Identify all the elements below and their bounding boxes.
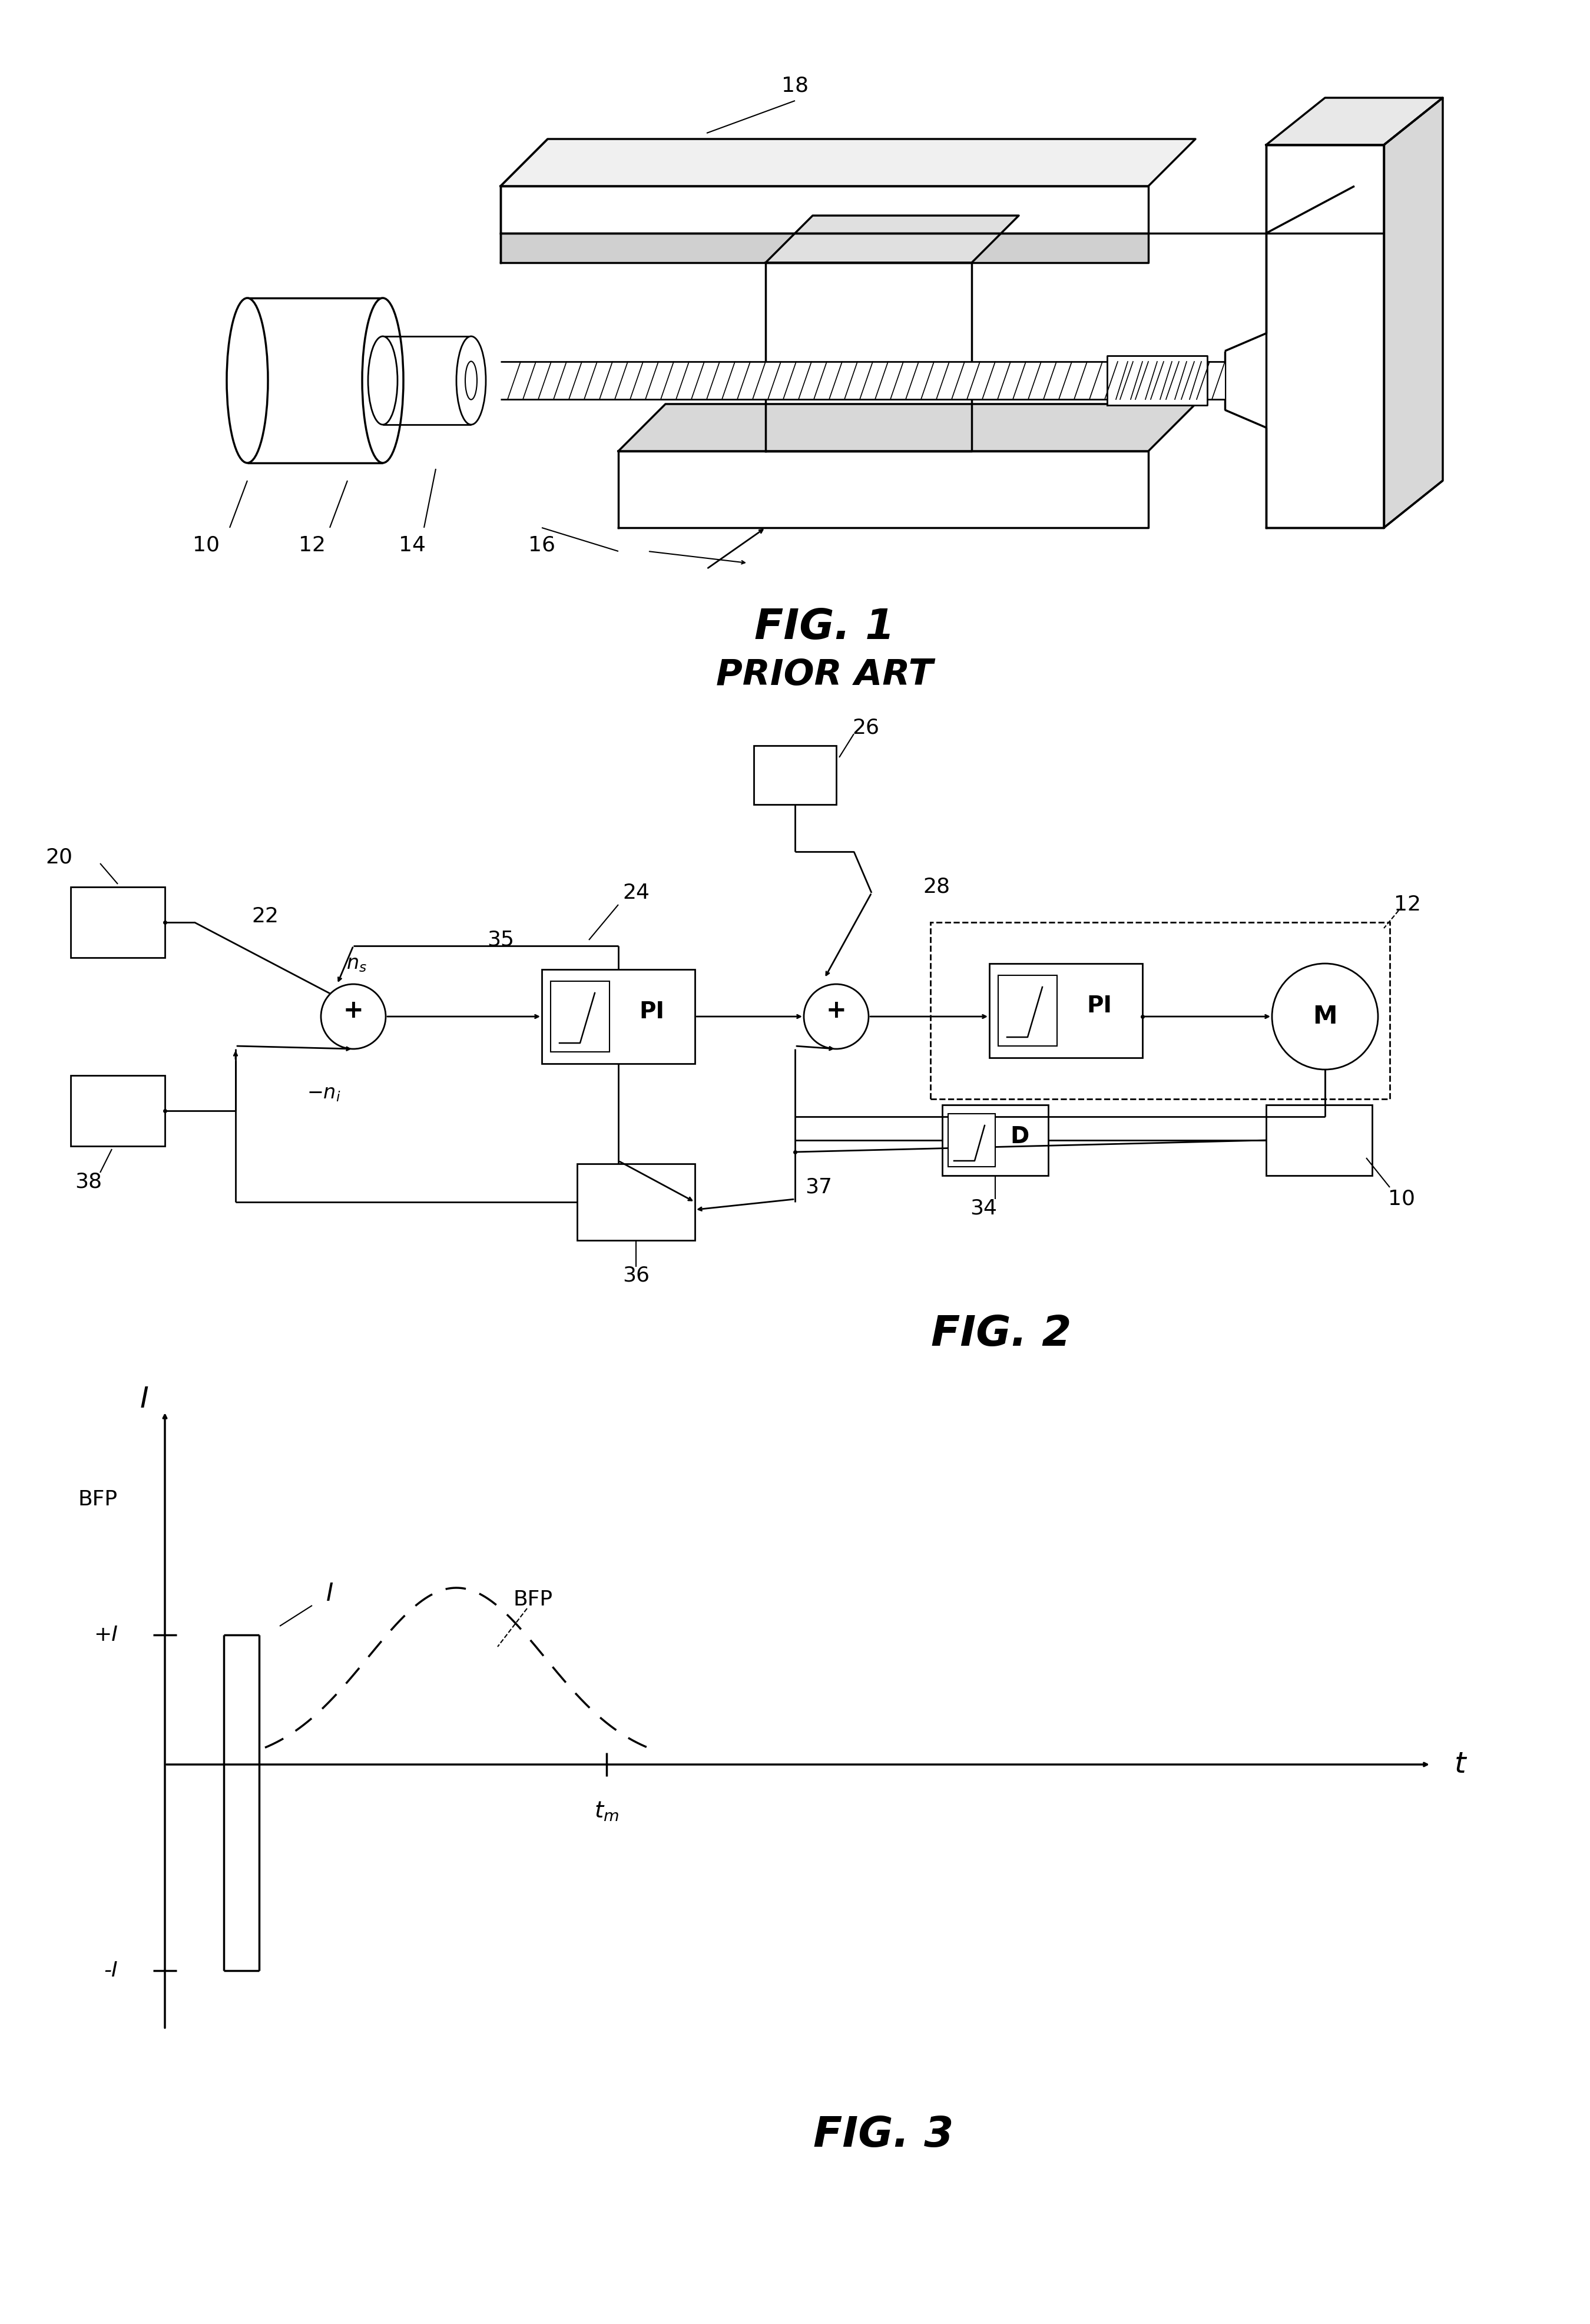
Polygon shape xyxy=(1266,144,1383,528)
Text: $-n_i$: $-n_i$ xyxy=(307,1083,340,1104)
Text: 36: 36 xyxy=(622,1267,650,1285)
Text: 34: 34 xyxy=(970,1197,997,1218)
Polygon shape xyxy=(1107,356,1207,404)
Text: D: D xyxy=(1010,1125,1029,1148)
Ellipse shape xyxy=(367,337,398,425)
Bar xyxy=(754,746,836,804)
Text: 38: 38 xyxy=(75,1171,102,1192)
Text: 14: 14 xyxy=(399,535,426,555)
Polygon shape xyxy=(501,186,1148,232)
Text: 12: 12 xyxy=(1394,895,1421,916)
Polygon shape xyxy=(1383,98,1442,528)
Bar xyxy=(930,923,1390,1099)
Text: FIG. 3: FIG. 3 xyxy=(812,2115,954,2157)
Text: PRIOR ART: PRIOR ART xyxy=(716,658,933,693)
Polygon shape xyxy=(501,139,1196,186)
Circle shape xyxy=(805,983,868,1048)
Bar xyxy=(550,981,609,1053)
Text: 16: 16 xyxy=(528,535,555,555)
Text: 10: 10 xyxy=(1388,1190,1415,1208)
Bar xyxy=(542,969,695,1064)
Polygon shape xyxy=(1266,98,1442,144)
Text: BFP: BFP xyxy=(78,1490,118,1511)
Text: PI: PI xyxy=(639,1002,665,1023)
Text: 18: 18 xyxy=(781,77,809,95)
Bar xyxy=(989,964,1143,1057)
Text: 28: 28 xyxy=(922,876,949,897)
Polygon shape xyxy=(501,232,1148,263)
Text: 26: 26 xyxy=(852,718,879,739)
Text: I: I xyxy=(326,1580,334,1606)
Text: t: t xyxy=(1455,1750,1466,1778)
Text: 35: 35 xyxy=(487,930,514,951)
Text: 10: 10 xyxy=(192,535,219,555)
Ellipse shape xyxy=(456,337,487,425)
Text: $t_m$: $t_m$ xyxy=(595,1801,619,1822)
Bar xyxy=(501,363,1224,400)
Bar xyxy=(999,976,1057,1046)
Ellipse shape xyxy=(227,297,269,462)
Circle shape xyxy=(321,983,386,1048)
Bar xyxy=(577,1164,695,1241)
Text: I: I xyxy=(140,1385,148,1413)
Text: FIG. 2: FIG. 2 xyxy=(930,1315,1072,1355)
Bar xyxy=(1266,1104,1372,1176)
Text: 37: 37 xyxy=(805,1178,832,1197)
Polygon shape xyxy=(765,263,971,451)
Polygon shape xyxy=(765,216,1019,263)
Text: +I: +I xyxy=(94,1624,118,1645)
Polygon shape xyxy=(619,451,1148,528)
Bar xyxy=(948,1113,995,1167)
Text: 24: 24 xyxy=(622,883,650,902)
Ellipse shape xyxy=(466,360,477,400)
Text: FIG. 1: FIG. 1 xyxy=(754,607,895,648)
Text: BFP: BFP xyxy=(514,1590,553,1611)
Text: PI: PI xyxy=(1088,995,1113,1018)
Text: 22: 22 xyxy=(251,906,278,927)
Bar xyxy=(943,1104,1048,1176)
Circle shape xyxy=(1272,964,1379,1069)
Ellipse shape xyxy=(363,297,404,462)
Polygon shape xyxy=(619,404,1196,451)
Text: 12: 12 xyxy=(299,535,326,555)
Text: $n_s$: $n_s$ xyxy=(347,953,367,974)
Bar xyxy=(70,1076,165,1146)
Text: +: + xyxy=(825,999,846,1023)
Bar xyxy=(70,888,165,957)
Text: 20: 20 xyxy=(46,848,73,867)
Text: +: + xyxy=(343,999,364,1023)
Text: -I: -I xyxy=(103,1961,118,1980)
Text: M: M xyxy=(1313,1004,1337,1030)
